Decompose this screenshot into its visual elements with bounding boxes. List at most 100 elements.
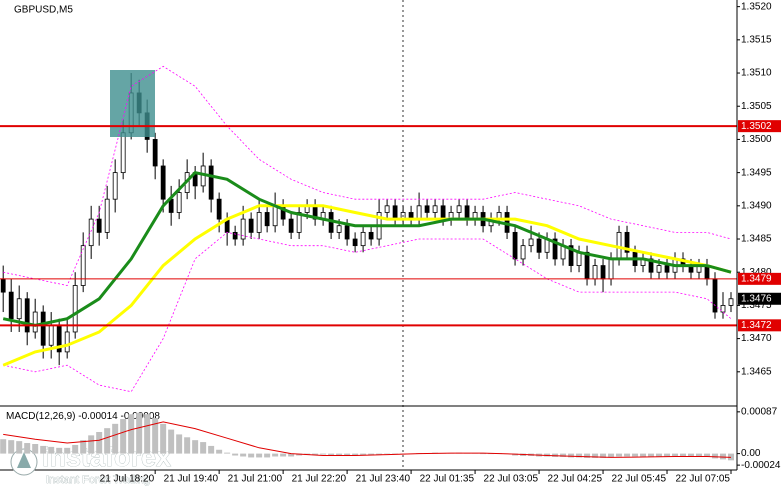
candle-body bbox=[240, 218, 246, 240]
macd-bar bbox=[624, 453, 631, 457]
macd-bar bbox=[168, 429, 175, 454]
macd-bar bbox=[240, 453, 247, 457]
macd-bar bbox=[320, 453, 327, 455]
macd-bar bbox=[24, 443, 31, 454]
candle-body bbox=[584, 251, 590, 280]
macd-bar bbox=[640, 453, 647, 457]
macd-bar bbox=[56, 447, 63, 454]
macd-bar bbox=[152, 418, 159, 454]
candle-body bbox=[464, 205, 470, 220]
candle-body bbox=[432, 205, 438, 213]
x-tick-label: 22 Jul 04:25 bbox=[548, 474, 603, 485]
macd-bar bbox=[136, 412, 143, 454]
level-label: 1.3472 bbox=[741, 320, 772, 331]
candle-body bbox=[88, 218, 94, 247]
macd-bar bbox=[664, 453, 671, 457]
macd-bar bbox=[256, 453, 263, 458]
macd-bar bbox=[336, 453, 343, 456]
level-label: 1.3502 bbox=[741, 121, 772, 132]
candle-body bbox=[624, 231, 630, 253]
macd-bar bbox=[280, 453, 287, 457]
macd-bar bbox=[656, 453, 663, 457]
overlay-layer bbox=[0, 65, 737, 393]
macd-bar bbox=[40, 445, 47, 454]
macd-bar bbox=[592, 453, 599, 458]
macd-bar bbox=[104, 428, 111, 454]
candle-body bbox=[80, 245, 86, 286]
candle-body bbox=[0, 278, 6, 293]
last-price-bg bbox=[738, 292, 781, 305]
macd-bar bbox=[144, 414, 151, 454]
macd-bar bbox=[0, 439, 7, 454]
y-tick-label: 1.3490 bbox=[741, 200, 772, 211]
x-tick-label: 22 Jul 07:05 bbox=[676, 474, 731, 485]
macd-bar bbox=[208, 445, 215, 454]
candle-body bbox=[512, 231, 518, 260]
candle-body bbox=[424, 205, 430, 213]
macd-bar bbox=[560, 453, 567, 457]
candle-body bbox=[600, 265, 606, 280]
y-tick-label: 1.3505 bbox=[741, 101, 772, 112]
macd-bar bbox=[232, 453, 239, 456]
candle-body bbox=[336, 225, 342, 233]
candle-body bbox=[8, 291, 14, 320]
macd-value: -0.00014 bbox=[78, 411, 118, 422]
macd-y-tick-label: 0.00087 bbox=[741, 406, 778, 417]
macd-bar bbox=[264, 453, 271, 458]
y-tick-label: 1.3475 bbox=[741, 300, 772, 311]
macd-bar bbox=[200, 442, 207, 454]
candle-body bbox=[592, 265, 598, 280]
level-label-bg bbox=[738, 272, 781, 285]
candle-body bbox=[176, 192, 182, 213]
candle-body bbox=[352, 238, 358, 247]
candle-body bbox=[384, 205, 390, 213]
candle-body bbox=[720, 305, 726, 313]
macd-bar bbox=[216, 449, 223, 454]
x-tick-label: 22 Jul 01:35 bbox=[420, 474, 475, 485]
macd-bar bbox=[80, 440, 87, 454]
candle-body bbox=[96, 218, 102, 233]
y-tick-label: 1.3500 bbox=[741, 134, 772, 145]
macd-bar bbox=[576, 453, 583, 458]
macd-bar bbox=[32, 444, 39, 454]
candle-body bbox=[40, 311, 46, 346]
macd-bar bbox=[88, 435, 95, 454]
macd-bar bbox=[616, 453, 623, 457]
y-tick-label: 1.3495 bbox=[741, 167, 772, 178]
candle-body bbox=[216, 198, 222, 220]
candle-body bbox=[728, 298, 734, 306]
macd-bar bbox=[488, 453, 495, 455]
candle-body bbox=[104, 198, 110, 233]
macd-bar bbox=[648, 453, 655, 457]
macd-bar bbox=[128, 414, 135, 454]
y-tick-label: 1.3465 bbox=[741, 366, 772, 377]
macd-bar bbox=[360, 453, 367, 456]
macd-bar bbox=[672, 453, 679, 456]
candle-body bbox=[576, 251, 582, 266]
candle-body bbox=[152, 139, 158, 167]
macd-bar bbox=[64, 447, 71, 454]
chart-title: GBPUSD,M5 bbox=[14, 5, 73, 16]
candle-body bbox=[608, 258, 614, 280]
candle-body bbox=[64, 331, 70, 353]
candle-body bbox=[648, 258, 654, 273]
y-tick-label: 1.3485 bbox=[741, 234, 772, 245]
y-tick-label: 1.3470 bbox=[741, 333, 772, 344]
x-tick-label: 21 Jul 21:00 bbox=[228, 474, 283, 485]
candle-body bbox=[248, 218, 254, 233]
macd-bar bbox=[288, 453, 295, 457]
candle-body bbox=[48, 324, 54, 346]
candle-body bbox=[368, 231, 374, 240]
macd-bar bbox=[248, 453, 255, 458]
macd-bar bbox=[352, 453, 359, 456]
candle-body bbox=[528, 238, 534, 247]
moving-average bbox=[2, 170, 732, 327]
macd-bar bbox=[184, 437, 191, 454]
macd-bar bbox=[120, 419, 127, 454]
macd-bar bbox=[112, 423, 119, 454]
macd-bar bbox=[688, 453, 695, 456]
level-label: 1.3479 bbox=[741, 273, 772, 284]
x-tick-label: 21 Jul 23:40 bbox=[356, 474, 411, 485]
x-tick-label: 21 Jul 18:20 bbox=[100, 474, 155, 485]
candle-body bbox=[416, 205, 422, 220]
